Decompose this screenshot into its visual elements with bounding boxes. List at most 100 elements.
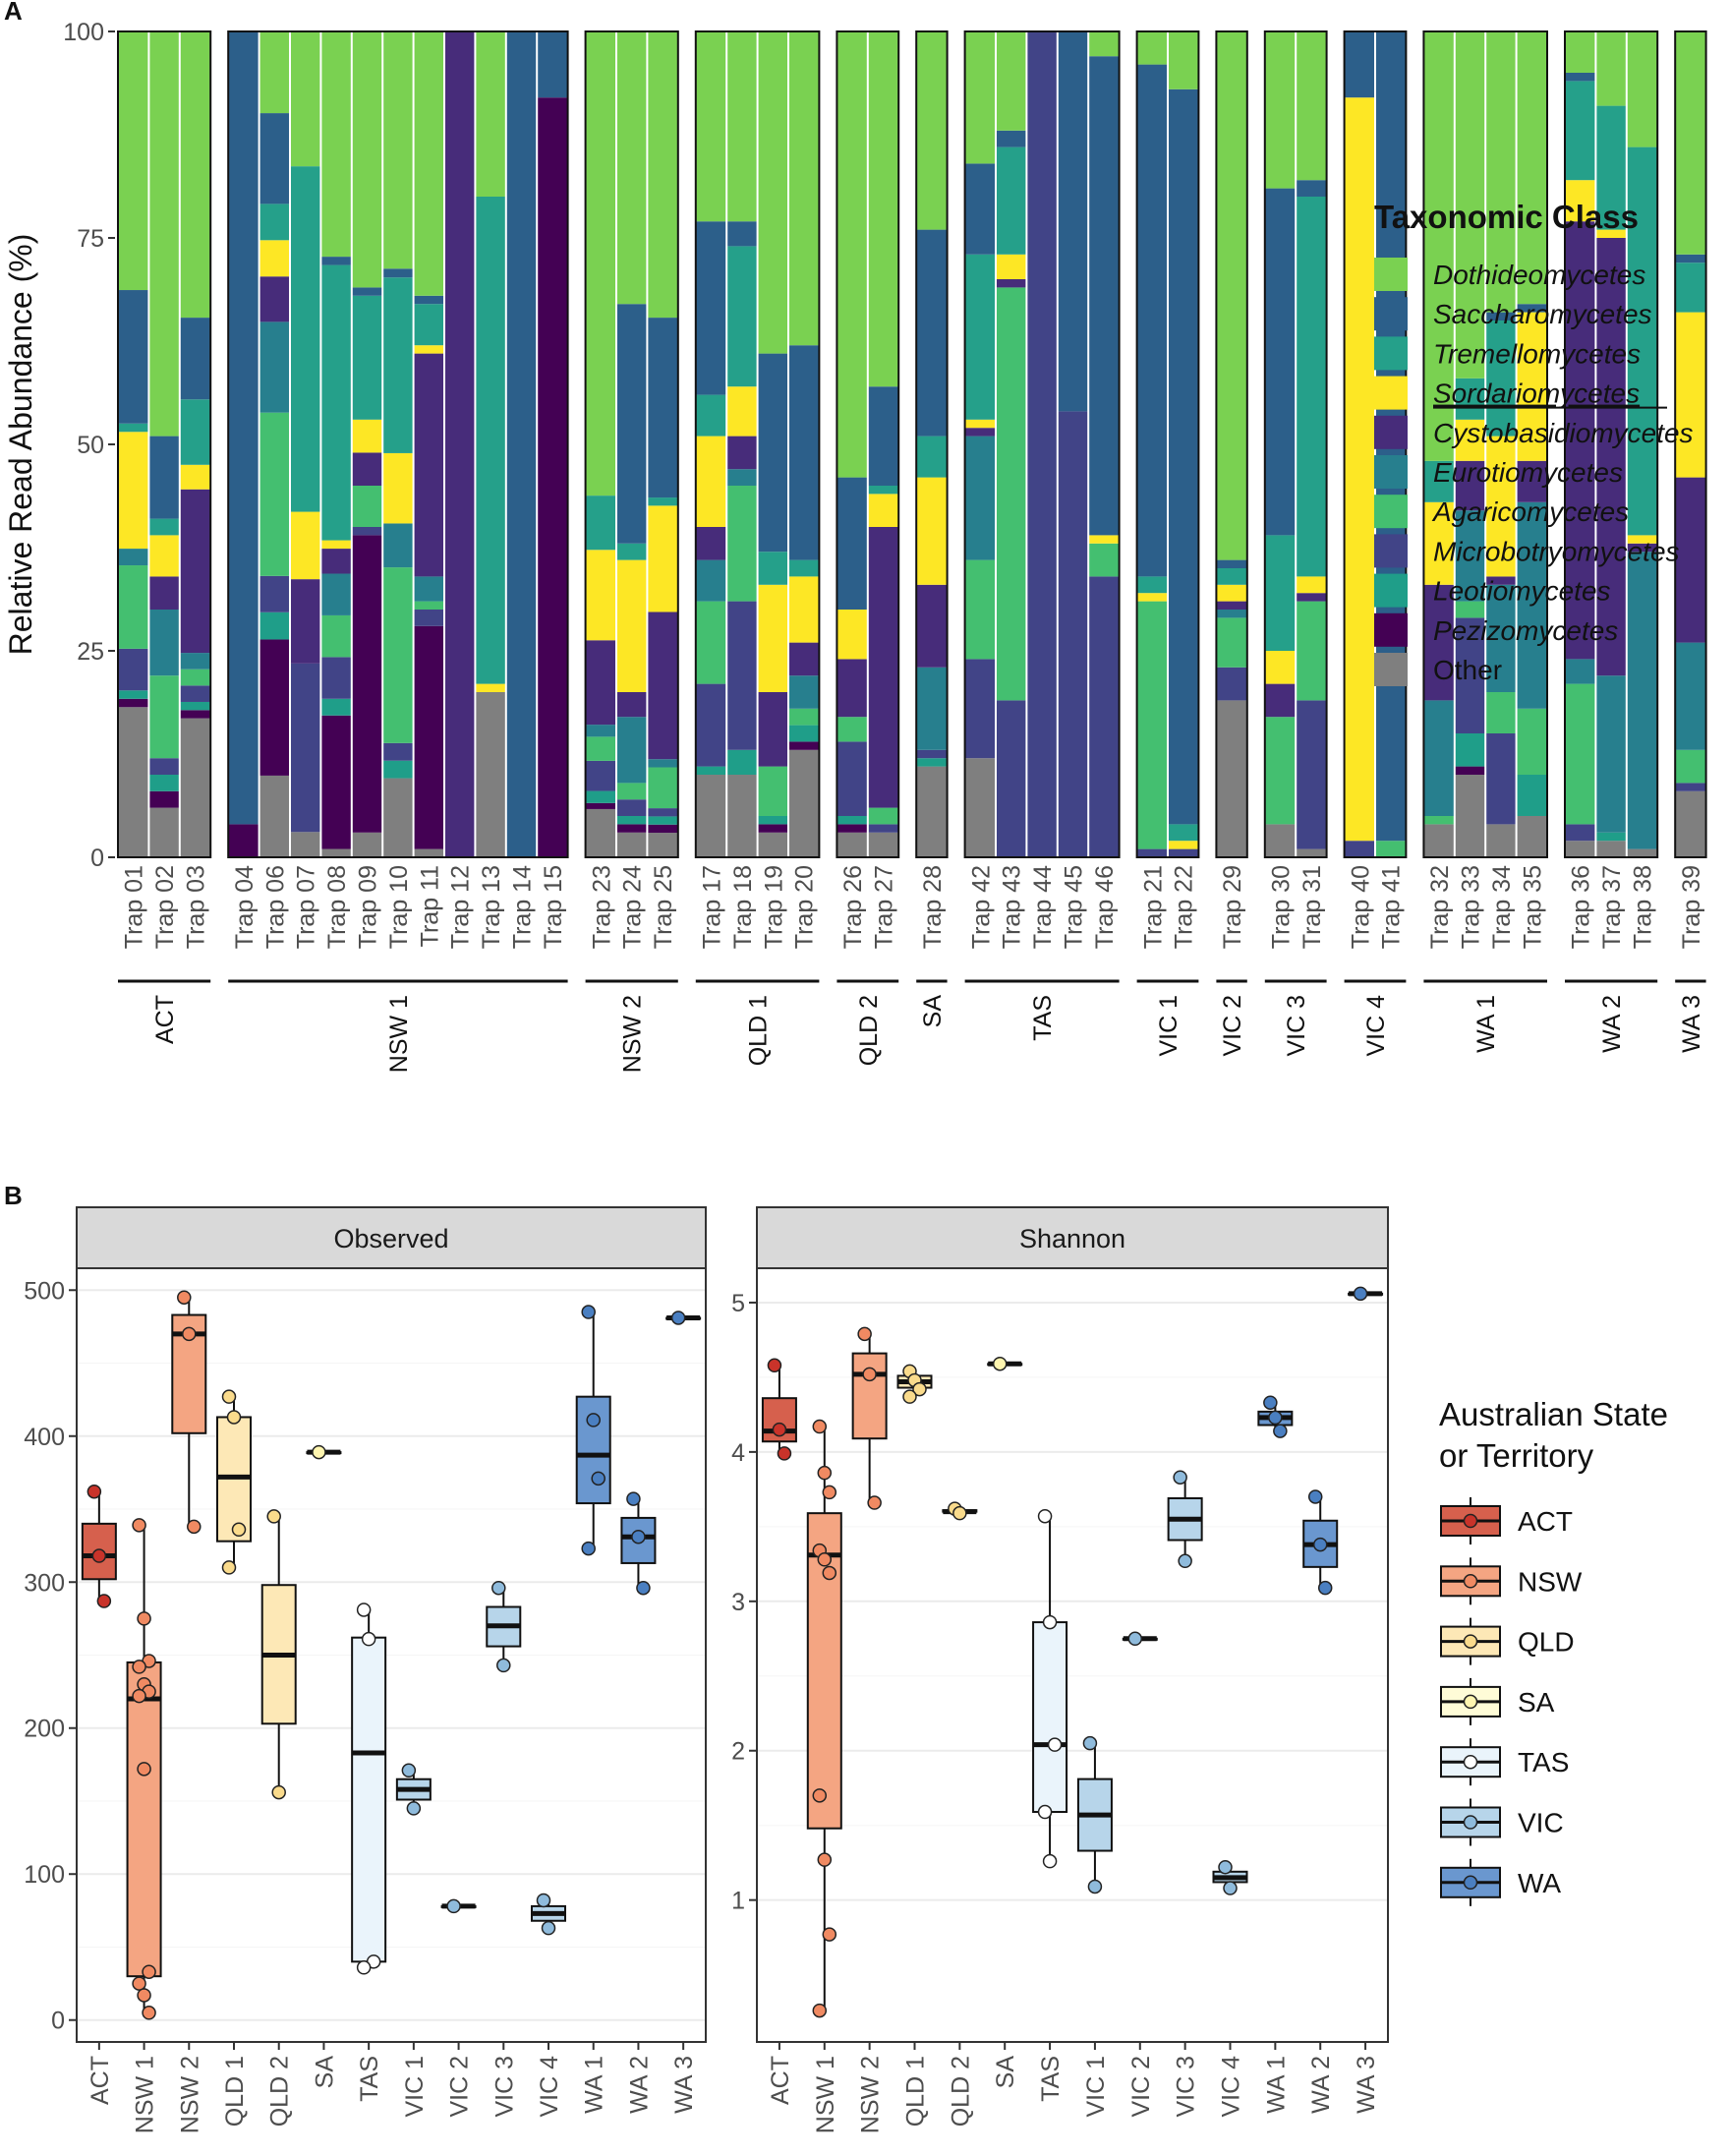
bar-segment-pezizomycetes: [836, 824, 868, 833]
x-tick-label: SA: [992, 2056, 1019, 2089]
bar-segment-cystobasidiomycetes: [179, 489, 211, 654]
bar-segment-agaricomycetes: [1375, 841, 1407, 857]
legend-label: Sordariomycetes: [1433, 379, 1640, 409]
bar-segment-tremellomycetes: [413, 304, 444, 346]
bar-segment-dothideomycetes: [1088, 31, 1120, 57]
bar-segment-dothideomycetes: [996, 31, 1027, 131]
bar-segment-cystobasidiomycetes: [1675, 477, 1706, 643]
bar-segment-leotiomycetes: [836, 816, 868, 825]
facet-panel: [757, 1268, 1388, 2042]
bar-segment-saccharomycetes: [916, 229, 948, 437]
legend-key-point: [1463, 1513, 1478, 1529]
bar-segment-microbotryomycetes: [916, 749, 948, 759]
bar-segment-saccharomycetes: [836, 477, 868, 610]
bar-segment-microbotryomycetes: [836, 741, 868, 816]
bar-segment-saccharomycetes: [1565, 73, 1596, 82]
bar-segment-eurotiomycetes: [1485, 584, 1517, 692]
bar-segment-other: [1565, 841, 1596, 857]
bar-segment-sordariomycetes: [1516, 312, 1547, 461]
bar-segment-sordariomycetes: [867, 494, 899, 527]
data-point: [857, 1326, 872, 1342]
bar-segment-cystobasidiomycetes: [867, 527, 899, 808]
bar-segment-leotiomycetes: [695, 766, 727, 775]
bar-segment-other: [1626, 848, 1658, 857]
legend-swatch: [1374, 573, 1408, 608]
bar-segment-eurotiomycetes: [1423, 700, 1455, 816]
bar-segment-tremellomycetes: [695, 394, 727, 437]
legend-swatch: [1374, 376, 1408, 410]
bar-segment-leotiomycetes: [1454, 733, 1486, 767]
bar-segment-other: [351, 832, 383, 857]
data-point: [862, 1367, 877, 1382]
bar-segment-tremellomycetes: [964, 254, 996, 420]
bar-segment-tremellomycetes: [1296, 197, 1327, 577]
data-point: [822, 1485, 837, 1500]
trap-label: Trap 34: [1488, 865, 1516, 949]
bar-segment-eurotiomycetes: [1216, 610, 1247, 618]
data-point: [137, 1762, 151, 1777]
bar-segment-agaricomycetes: [585, 736, 616, 761]
bar-segment-cystobasidiomycetes: [444, 31, 476, 857]
bar-segment-other: [413, 848, 444, 857]
bar-segment-cystobasidiomycetes: [585, 640, 616, 726]
bar-segment-other: [290, 832, 321, 857]
bar-segment-other: [320, 848, 352, 857]
x-tick-label: NSW 2: [857, 2056, 885, 2133]
trap-label: Trap 29: [1219, 865, 1246, 949]
facet-border: [756, 1267, 1389, 2043]
bar-segment-sordariomycetes: [1216, 584, 1247, 602]
trap-label: Trap 40: [1347, 865, 1374, 949]
legend-title: Taxonomic Class: [1374, 199, 1639, 235]
bar-segment-cystobasidiomycetes: [788, 642, 820, 676]
group-label: WA 2: [1598, 995, 1626, 1053]
bar-segment-eurotiomycetes: [726, 469, 758, 486]
x-tick-label: VIC 1: [1082, 2056, 1110, 2118]
trap-label: Trap 15: [540, 865, 567, 949]
group-outline: [1215, 30, 1248, 858]
bar-segment-sordariomycetes: [1454, 419, 1486, 461]
bar-segment-saccharomycetes: [1675, 254, 1706, 263]
legend-label: Other: [1433, 655, 1502, 685]
bar-segment-saccharomycetes: [1057, 31, 1089, 412]
bar-segment-pezizomycetes: [320, 715, 352, 849]
bar-segment-saccharomycetes: [867, 386, 899, 486]
bar-segment-microbotryomycetes: [290, 663, 321, 833]
bar-segment-dothideomycetes: [290, 31, 321, 167]
data-point: [1037, 1508, 1053, 1524]
bar-segment-sordariomycetes: [179, 464, 211, 490]
data-point: [670, 1311, 686, 1325]
group-outline: [117, 30, 212, 858]
data-point: [777, 1446, 792, 1461]
bar-segment-microbotryomycetes: [1675, 783, 1706, 791]
trap-label: Trap 38: [1630, 865, 1657, 949]
bar-segment-leotiomycetes: [726, 749, 758, 775]
legend-label: NSW: [1518, 1566, 1583, 1597]
bar-segment-cystobasidiomycetes: [1626, 543, 1658, 553]
data-point: [1273, 1424, 1288, 1438]
data-point: [812, 1788, 828, 1803]
bar-segment-sordariomycetes: [996, 254, 1027, 279]
group-label: WA 3: [1678, 995, 1705, 1053]
bar-segment-tremellomycetes: [1136, 576, 1168, 594]
x-tick-label: QLD 2: [947, 2056, 974, 2127]
trap-label: Trap 09: [355, 865, 382, 949]
trap-label: Trap 27: [871, 865, 898, 949]
bar-segment-sordariomycetes: [1485, 436, 1517, 577]
trap-label: Trap 11: [416, 865, 443, 947]
bar-segment-leotiomycetes: [382, 760, 414, 779]
bar-segment-microbotryomycetes: [647, 808, 678, 817]
trap-label: Trap 08: [323, 865, 351, 949]
bar-segment-sordariomycetes: [1595, 229, 1627, 238]
legend-label: WA: [1518, 1868, 1561, 1898]
bar-segment-other: [1423, 824, 1455, 857]
data-point: [137, 1611, 151, 1626]
bar-segment-agaricomycetes: [351, 486, 383, 527]
box-wa: [575, 1395, 611, 1505]
bar-segment-cystobasidiomycetes: [916, 584, 948, 668]
bar-segment-sordariomycetes: [259, 240, 290, 277]
data-point: [772, 1422, 787, 1437]
data-point: [1268, 1410, 1283, 1426]
group-outline: [694, 30, 821, 858]
bar-segment-microbotryomycetes: [1344, 841, 1375, 857]
box-nsw: [851, 1352, 888, 1440]
